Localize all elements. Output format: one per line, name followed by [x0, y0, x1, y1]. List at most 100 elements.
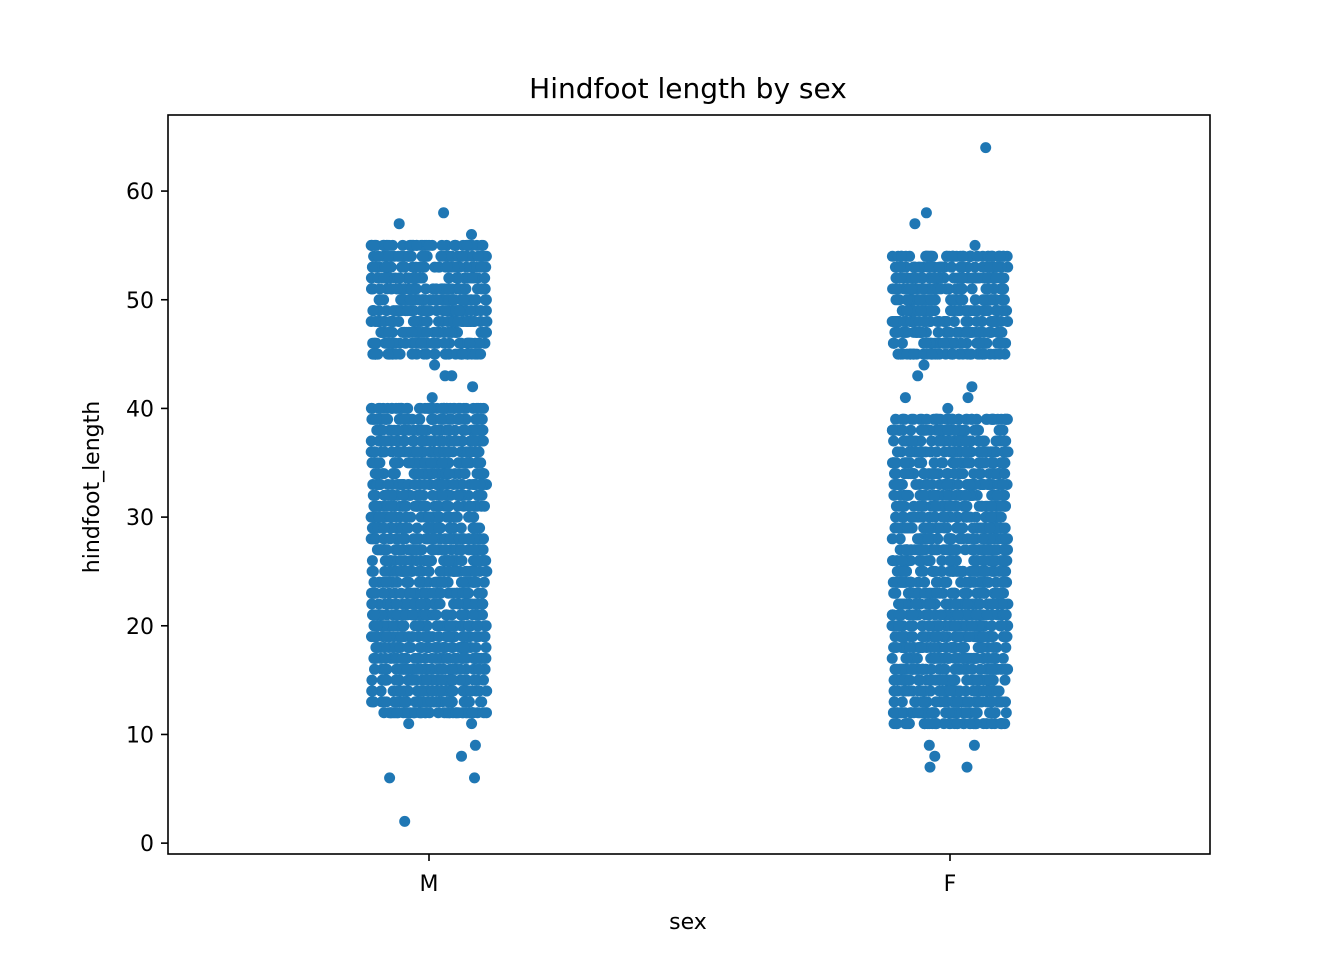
data-point: [964, 718, 976, 730]
data-point: [913, 555, 925, 567]
data-point: [393, 272, 405, 284]
outlier-point: [909, 218, 921, 230]
data-point: [368, 576, 380, 588]
data-point: [427, 489, 438, 501]
data-point: [990, 435, 1002, 447]
data-point: [936, 565, 948, 577]
data-point: [436, 663, 448, 675]
data-point: [896, 631, 908, 643]
data-point: [1001, 631, 1013, 643]
data-point: [411, 446, 423, 458]
data-point: [914, 674, 926, 686]
data-point: [421, 620, 433, 632]
data-point: [432, 511, 443, 523]
data-point: [946, 587, 958, 599]
data-point: [475, 348, 487, 360]
data-point: [439, 544, 451, 556]
data-point: [380, 413, 392, 425]
data-point: [890, 468, 902, 480]
data-point: [426, 685, 438, 697]
y-tick-label: 20: [126, 615, 154, 640]
data-point: [986, 457, 998, 469]
data-point: [901, 294, 913, 306]
data-point: [977, 631, 989, 643]
data-point: [963, 457, 974, 469]
data-point: [381, 555, 393, 567]
data-point: [949, 663, 961, 675]
data-point: [996, 598, 1008, 610]
data-point: [887, 707, 899, 719]
data-point: [952, 305, 964, 317]
data-point: [977, 587, 989, 599]
data-point: [954, 522, 965, 534]
outlier-point: [446, 370, 458, 382]
outlier-point: [899, 392, 911, 404]
data-point: [400, 598, 412, 610]
data-point: [905, 283, 917, 295]
data-point: [971, 674, 983, 686]
outlier-point: [399, 815, 411, 827]
data-point: [421, 348, 433, 360]
data-point: [379, 489, 390, 501]
data-point: [898, 685, 910, 697]
data-point: [990, 272, 1002, 284]
data-point: [443, 631, 455, 643]
data-point: [996, 718, 1008, 730]
data-point: [926, 707, 938, 719]
data-point: [477, 609, 488, 621]
data-point: [965, 348, 977, 360]
data-point: [915, 305, 927, 317]
data-point: [982, 283, 994, 295]
data-point: [926, 674, 938, 686]
data-point: [916, 663, 928, 675]
data-point: [380, 663, 392, 675]
data-point: [993, 685, 1005, 697]
outlier-point: [469, 772, 480, 784]
data-point: [411, 522, 423, 534]
data-point: [925, 685, 936, 697]
data-point: [407, 435, 419, 447]
data-point: [437, 479, 449, 490]
data-point: [948, 468, 960, 480]
data-point: [894, 533, 906, 545]
data-point: [433, 522, 445, 534]
data-point: [396, 652, 408, 664]
data-point: [394, 642, 406, 653]
data-point: [383, 326, 395, 338]
data-point: [369, 609, 381, 621]
data-point: [896, 696, 908, 708]
data-point: [443, 555, 455, 567]
data-point: [1002, 316, 1014, 327]
data-point: [370, 533, 382, 545]
data-point: [458, 652, 470, 664]
data-point: [929, 718, 941, 730]
data-point: [378, 587, 390, 599]
data-point: [952, 609, 964, 621]
data-point: [896, 555, 908, 567]
data-point: [461, 457, 473, 469]
data-point: [412, 663, 424, 675]
data-point: [944, 674, 956, 686]
data-point: [969, 294, 981, 306]
data-point: [891, 446, 903, 458]
data-point: [399, 435, 411, 447]
data-point: [440, 305, 452, 317]
data-point: [929, 652, 941, 664]
data-point: [978, 565, 990, 577]
data-point: [916, 631, 928, 643]
data-point: [910, 598, 922, 610]
data-point: [985, 413, 997, 425]
data-point: [369, 631, 381, 643]
data-point: [471, 468, 483, 480]
data-point: [924, 598, 936, 610]
data-point: [428, 337, 440, 349]
data-point: [960, 316, 972, 327]
data-point: [431, 620, 443, 632]
data-point: [940, 642, 952, 653]
data-point: [367, 261, 378, 273]
data-point: [461, 598, 473, 610]
data-point: [912, 533, 923, 545]
data-point: [908, 413, 919, 425]
data-point: [994, 348, 1005, 360]
